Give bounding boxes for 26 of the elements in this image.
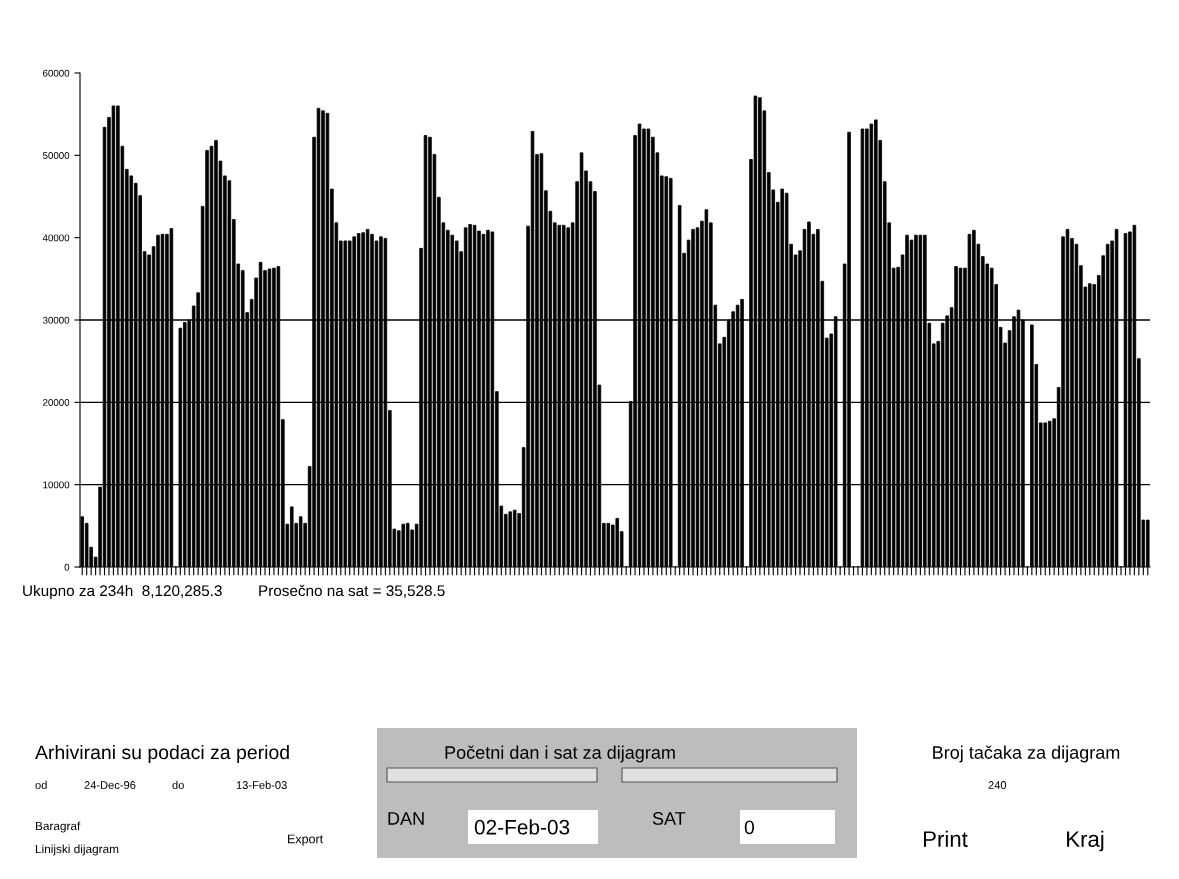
text: DAN: [388, 812, 424, 825]
y-tick-label: 50000: [42, 152, 70, 159]
text: Ukupno za 234h 8,120,285.3: [23, 584, 222, 600]
text: Baragraf: [35, 821, 81, 833]
text: Linijski dijagram: [35, 844, 119, 856]
text: Prosečno na sat = 35,528.5: [259, 584, 445, 598]
text: 13-Feb-03: [236, 780, 287, 789]
text: 24-Dec-96: [84, 781, 136, 789]
text: Kraj: [1067, 830, 1104, 852]
text: Print: [923, 830, 968, 847]
text: Početni dan i sat za dijagram: [445, 745, 675, 763]
y-tick-label: 60000: [43, 69, 70, 77]
text: Arhivirani su podaci za period: [35, 744, 289, 764]
text: Export: [288, 834, 324, 846]
text: SAT: [652, 812, 686, 825]
y-tick-label: 0: [64, 563, 70, 571]
text: 0: [744, 820, 755, 835]
text: Broj tačaka za dijagram: [933, 745, 1120, 763]
text: do: [172, 780, 184, 789]
y-tick-label: 30000: [42, 316, 70, 324]
y-tick-label: 10000: [43, 481, 70, 489]
text: 240: [988, 781, 1007, 789]
y-tick-label: 20000: [43, 399, 70, 406]
y-tick-label: 40000: [42, 234, 70, 242]
text: 02-Feb-03: [474, 819, 570, 835]
text: od: [35, 780, 47, 789]
